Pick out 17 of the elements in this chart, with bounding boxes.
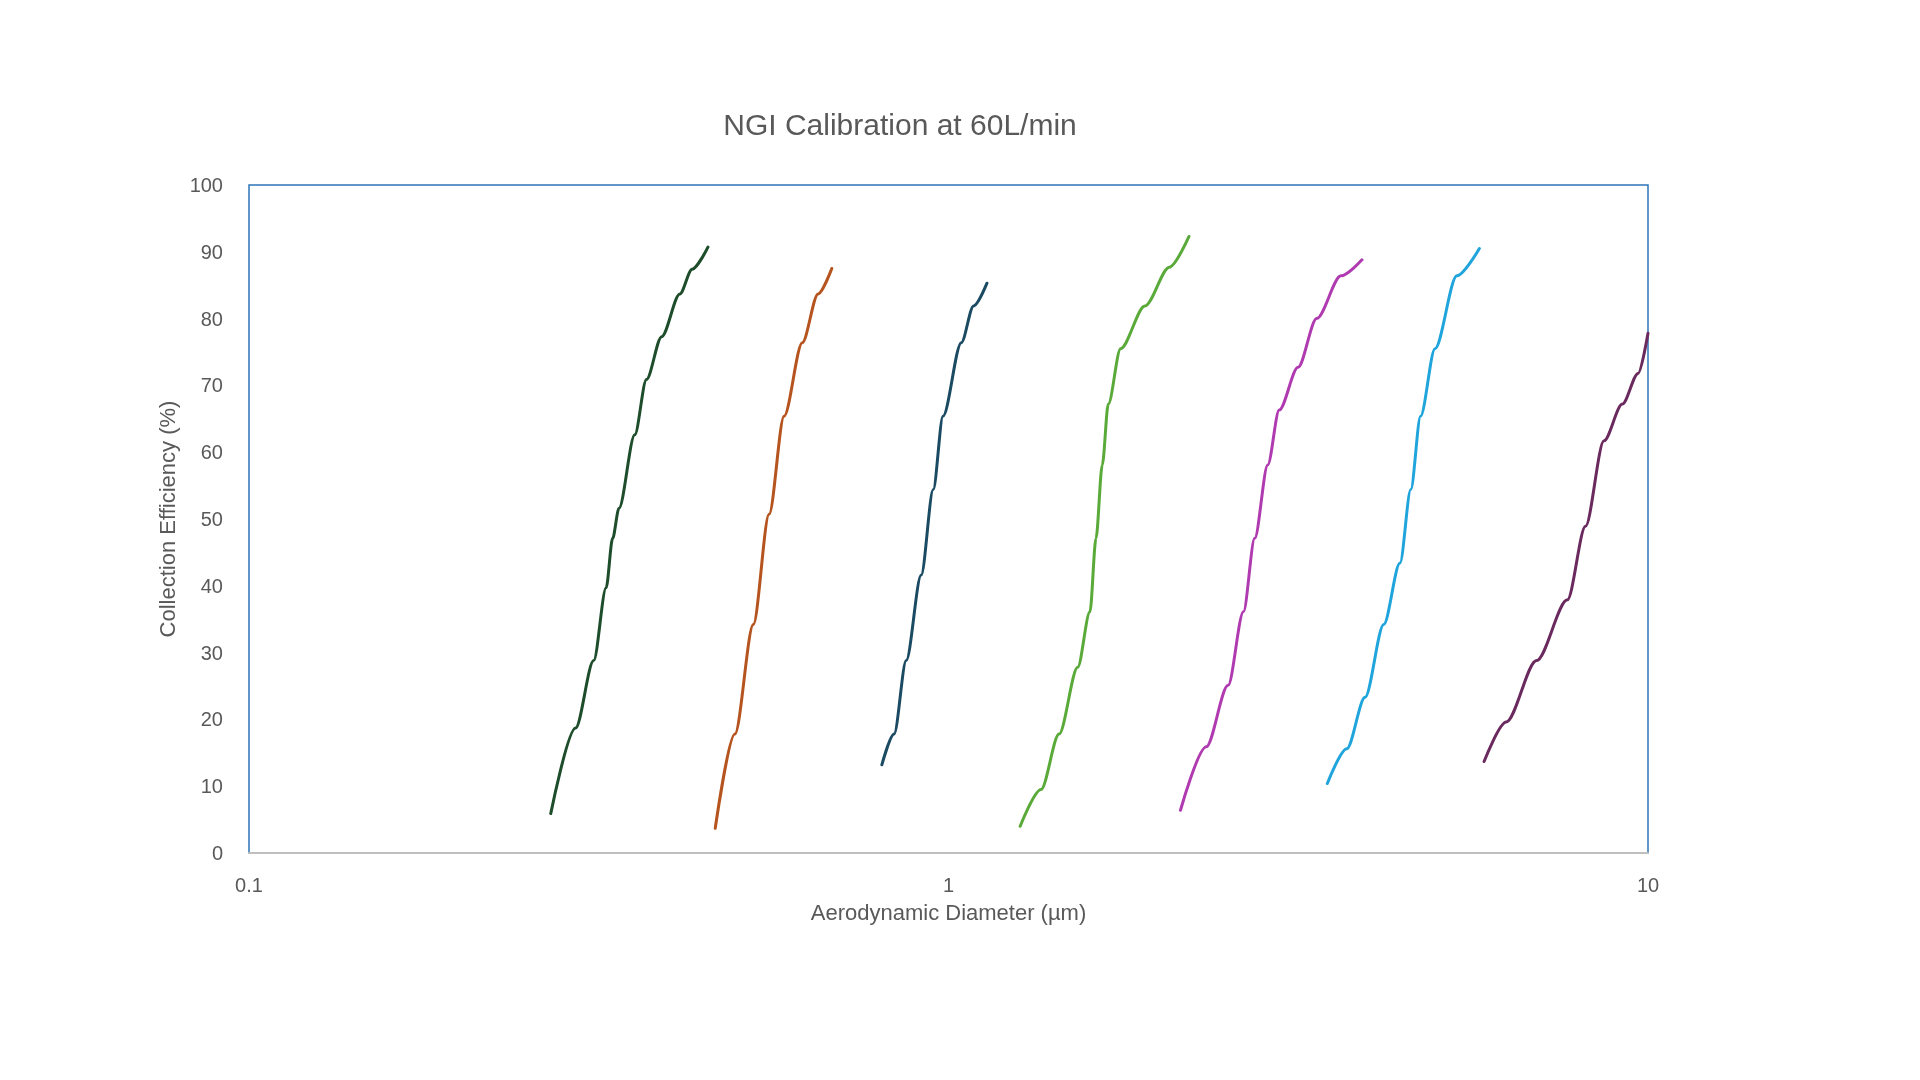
y-tick-label: 40 [200,574,223,597]
x-axis-title: Aerodynamic Diameter (µm) [810,899,1087,925]
chart-title: NGI Calibration at 60L/min [723,107,1077,141]
y-tick-label: 0 [211,842,223,864]
x-tick-label: 0.1 [235,874,263,896]
y-axis-title: Collection Efficiency (%) [155,400,181,638]
y-tick-label: 50 [200,508,223,530]
y-tick-label: 100 [189,174,223,196]
y-tick-label: 20 [200,708,223,731]
y-tick-label: 70 [200,374,223,397]
x-tick-label: 10 [1636,874,1660,896]
y-tick-label: 60 [200,441,223,464]
y-tick-label: 90 [200,240,223,263]
y-tick-label: 30 [200,641,223,664]
y-tick-label: 10 [200,775,223,798]
x-tick-label: 1 [942,874,955,896]
y-tick-label: 80 [200,307,223,330]
